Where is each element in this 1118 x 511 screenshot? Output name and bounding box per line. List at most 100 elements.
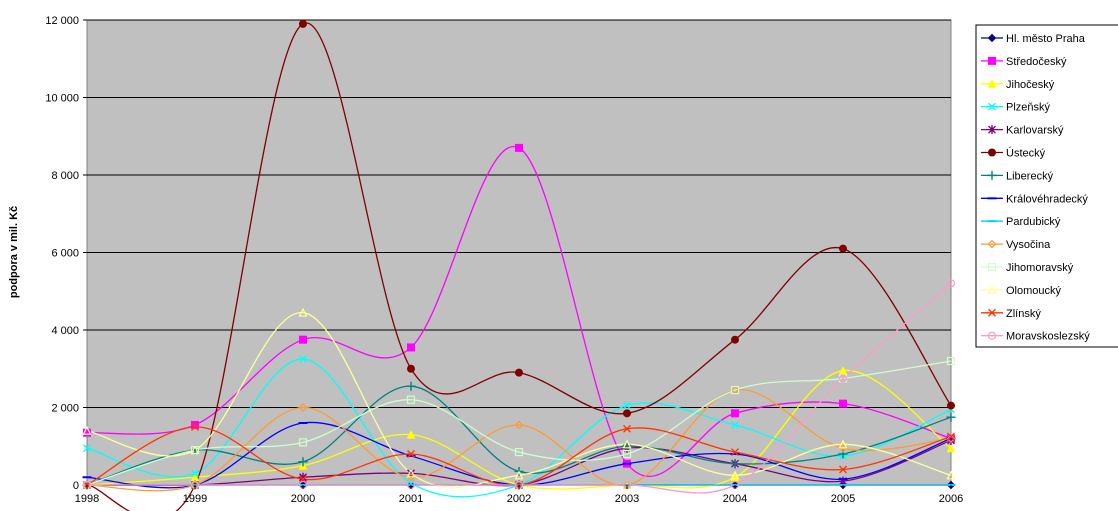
x-tick-label: 1998 (75, 493, 99, 505)
x-tick-label: 2006 (939, 493, 963, 505)
series-line-13 (87, 283, 952, 494)
data-point (406, 395, 416, 404)
data-point (406, 472, 416, 482)
x-tick-label: 2003 (615, 493, 639, 505)
data-point (299, 475, 307, 484)
legend-label: Moravskoslezský (1006, 331, 1090, 343)
data-point (82, 425, 92, 435)
data-point (298, 438, 308, 447)
y-tick-label: 12 000 (45, 15, 79, 27)
data-point (406, 468, 416, 478)
data-point (299, 335, 307, 344)
data-point (191, 469, 199, 478)
legend-label: Zlínský (1006, 308, 1041, 320)
data-point (83, 428, 91, 437)
data-point (515, 143, 523, 152)
data-point (299, 472, 307, 482)
legend-box (975, 24, 1118, 348)
series-line-5 (86, 22, 952, 511)
data-point (298, 457, 308, 467)
data-point (839, 244, 847, 253)
data-point (298, 307, 308, 317)
x-tick-label: 2004 (723, 493, 747, 505)
data-point (514, 447, 524, 457)
legend-marker (987, 331, 997, 340)
legend-marker (987, 262, 997, 272)
y-tick-label: 10 000 (45, 93, 79, 105)
data-point (731, 335, 739, 344)
legend-marker (987, 239, 997, 249)
legend-label: Jihočeský (1006, 79, 1055, 91)
data-point (730, 459, 740, 469)
y-axis-title: podpora v mil. Kč (8, 206, 20, 298)
legend-marker (988, 56, 996, 65)
legend-marker (987, 33, 997, 43)
data-point (191, 420, 199, 429)
x-tick-label: 2002 (507, 493, 531, 505)
legend-label: Karlovarský (1006, 125, 1064, 137)
legend-label: Plzeňský (1006, 102, 1051, 114)
data-point (406, 381, 416, 391)
data-point (622, 439, 632, 449)
legend-label: Olomoucký (1006, 285, 1062, 297)
legend-marker (988, 148, 996, 157)
data-point (730, 385, 740, 395)
y-tick-label: 2 000 (51, 403, 79, 415)
legend-label: Hl. město Praha (1006, 33, 1086, 45)
data-point (838, 439, 848, 449)
data-point (946, 279, 956, 288)
legend-label: Jihomoravský (1006, 262, 1074, 274)
data-point (514, 420, 524, 430)
legend-label: Liberecký (1006, 170, 1054, 182)
data-point (946, 470, 956, 480)
data-point (299, 355, 307, 364)
legend-marker (987, 170, 997, 180)
data-point (623, 401, 631, 410)
data-point (406, 430, 416, 439)
series-line-11 (86, 311, 952, 488)
legend-label: Královéhradecký (1006, 193, 1088, 205)
data-point (838, 443, 848, 453)
y-tick-label: 6 000 (51, 248, 79, 260)
data-point (623, 424, 631, 433)
y-tick-labels: 0 2 000 4 000 6 000 8 000 10 000 12 000 (45, 15, 79, 492)
data-point (946, 443, 956, 453)
data-point (622, 449, 632, 459)
data-point (190, 445, 200, 455)
data-point (514, 470, 524, 480)
y-tick-label: 8 000 (51, 170, 79, 182)
legend-label: Vysočina (1006, 239, 1051, 251)
x-tick-labels: 1998 1999 2000 2001 2002 2003 2004 2005 2006 (75, 485, 963, 505)
legend-marker (988, 125, 996, 135)
series-line-9 (86, 389, 952, 492)
data-point (946, 412, 956, 422)
x-tick-label: 1999 (183, 493, 207, 505)
data-point (838, 374, 848, 383)
data-point (83, 444, 91, 453)
data-point (947, 432, 955, 441)
y-tick-label: 0 (73, 480, 79, 492)
x-tick-label: 2000 (291, 493, 315, 505)
data-point (839, 399, 847, 408)
data-point (515, 368, 523, 377)
data-point (407, 450, 415, 458)
data-point (947, 401, 955, 410)
legend-marker (987, 285, 997, 294)
data-point (839, 465, 847, 474)
data-point (731, 420, 739, 429)
data-point (407, 343, 415, 352)
y-tick-label: 4 000 (51, 325, 79, 337)
data-point (731, 409, 739, 418)
data-point (298, 403, 308, 412)
data-point (623, 409, 631, 418)
series-line-2 (86, 370, 952, 490)
x-tick-label: 2005 (831, 493, 855, 505)
data-point (407, 364, 415, 373)
legend-label: Středočeský (1006, 56, 1067, 68)
x-tick-label: 2001 (399, 493, 423, 505)
data-point (299, 19, 307, 28)
data-point (730, 470, 740, 480)
data-point (191, 422, 199, 431)
legend: Hl. město Praha Středočeský Jihočeský Plzeň… (981, 33, 1090, 343)
